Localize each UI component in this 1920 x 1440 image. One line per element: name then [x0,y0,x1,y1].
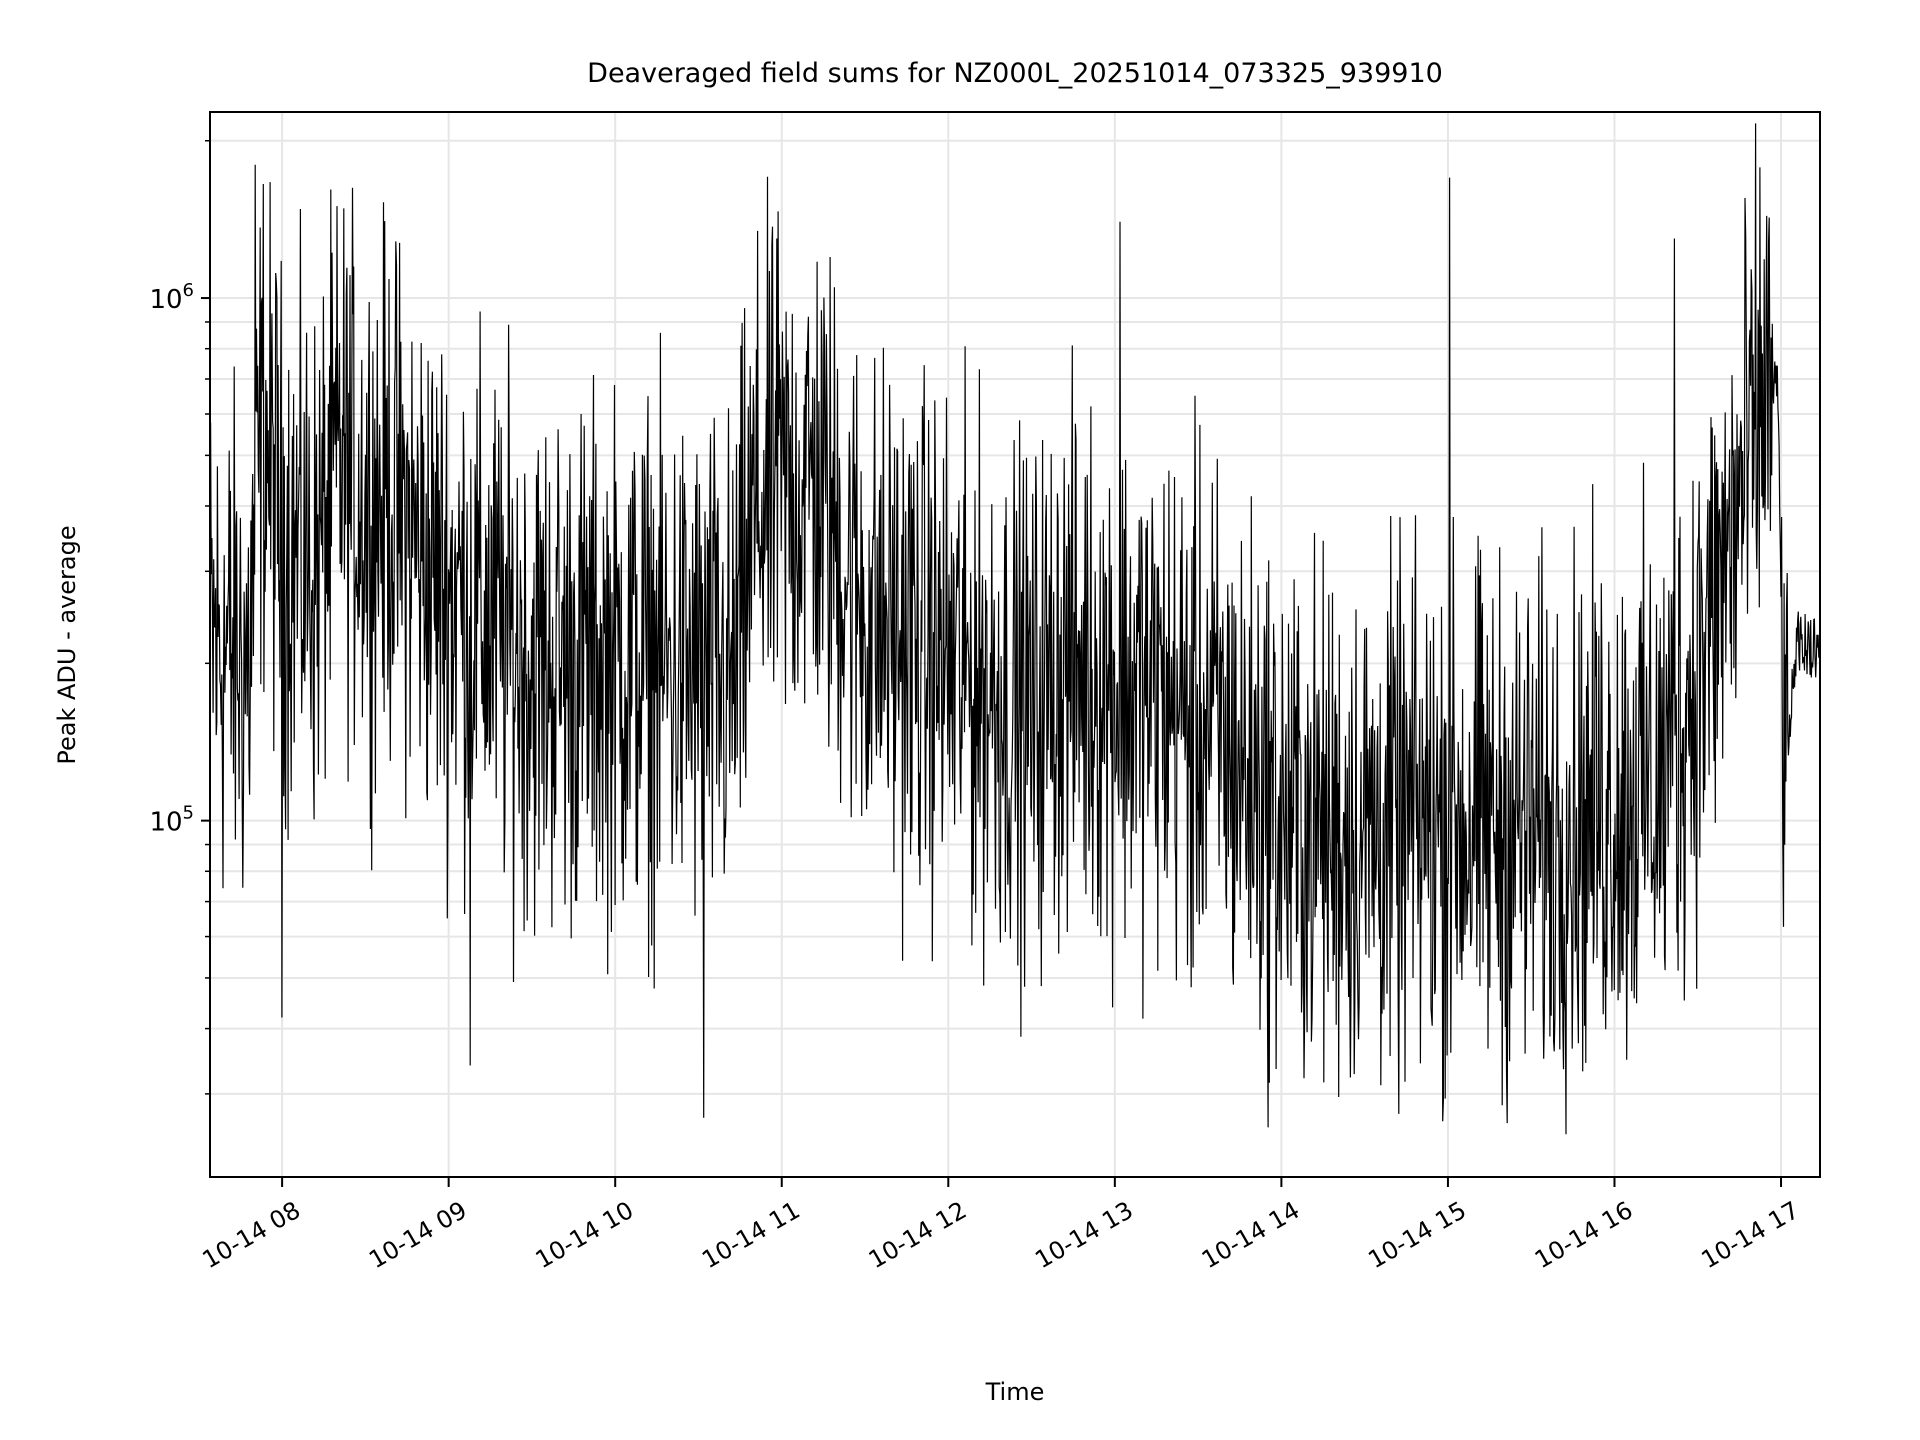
y-tick-label: 105 [149,803,194,838]
x-axis-label: Time [985,1378,1045,1406]
axes-frame [209,111,1821,1178]
chart-title: Deaveraged field sums for NZ000L_2025101… [587,58,1443,89]
series-line [209,123,1821,1135]
y-axis: 105 106 [149,139,210,1095]
y-tick-label: 106 [149,280,194,315]
plot-area [209,123,1821,1135]
y-axis-label: Peak ADU - average [53,525,81,764]
